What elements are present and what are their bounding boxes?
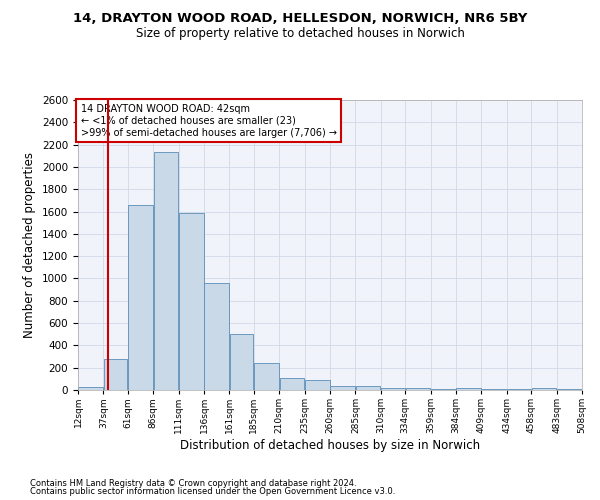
Bar — [205, 283, 229, 390]
Bar — [356, 386, 380, 390]
Bar — [331, 386, 355, 390]
Bar — [406, 388, 430, 390]
Bar — [381, 388, 405, 390]
Bar — [154, 152, 178, 390]
Bar — [79, 388, 103, 390]
Bar — [254, 362, 279, 390]
Text: Size of property relative to detached houses in Norwich: Size of property relative to detached ho… — [136, 28, 464, 40]
Bar — [104, 359, 127, 390]
Text: Contains public sector information licensed under the Open Government Licence v3: Contains public sector information licen… — [30, 487, 395, 496]
Bar — [431, 389, 455, 390]
X-axis label: Distribution of detached houses by size in Norwich: Distribution of detached houses by size … — [180, 439, 480, 452]
Bar — [230, 334, 253, 390]
Bar — [532, 388, 556, 390]
Bar — [305, 380, 329, 390]
Bar — [179, 212, 203, 390]
Text: 14, DRAYTON WOOD ROAD, HELLESDON, NORWICH, NR6 5BY: 14, DRAYTON WOOD ROAD, HELLESDON, NORWIC… — [73, 12, 527, 26]
Bar — [457, 388, 481, 390]
Text: Contains HM Land Registry data © Crown copyright and database right 2024.: Contains HM Land Registry data © Crown c… — [30, 478, 356, 488]
Bar — [128, 205, 153, 390]
Text: 14 DRAYTON WOOD ROAD: 42sqm
← <1% of detached houses are smaller (23)
>99% of se: 14 DRAYTON WOOD ROAD: 42sqm ← <1% of det… — [80, 104, 337, 138]
Bar — [280, 378, 304, 390]
Y-axis label: Number of detached properties: Number of detached properties — [23, 152, 37, 338]
